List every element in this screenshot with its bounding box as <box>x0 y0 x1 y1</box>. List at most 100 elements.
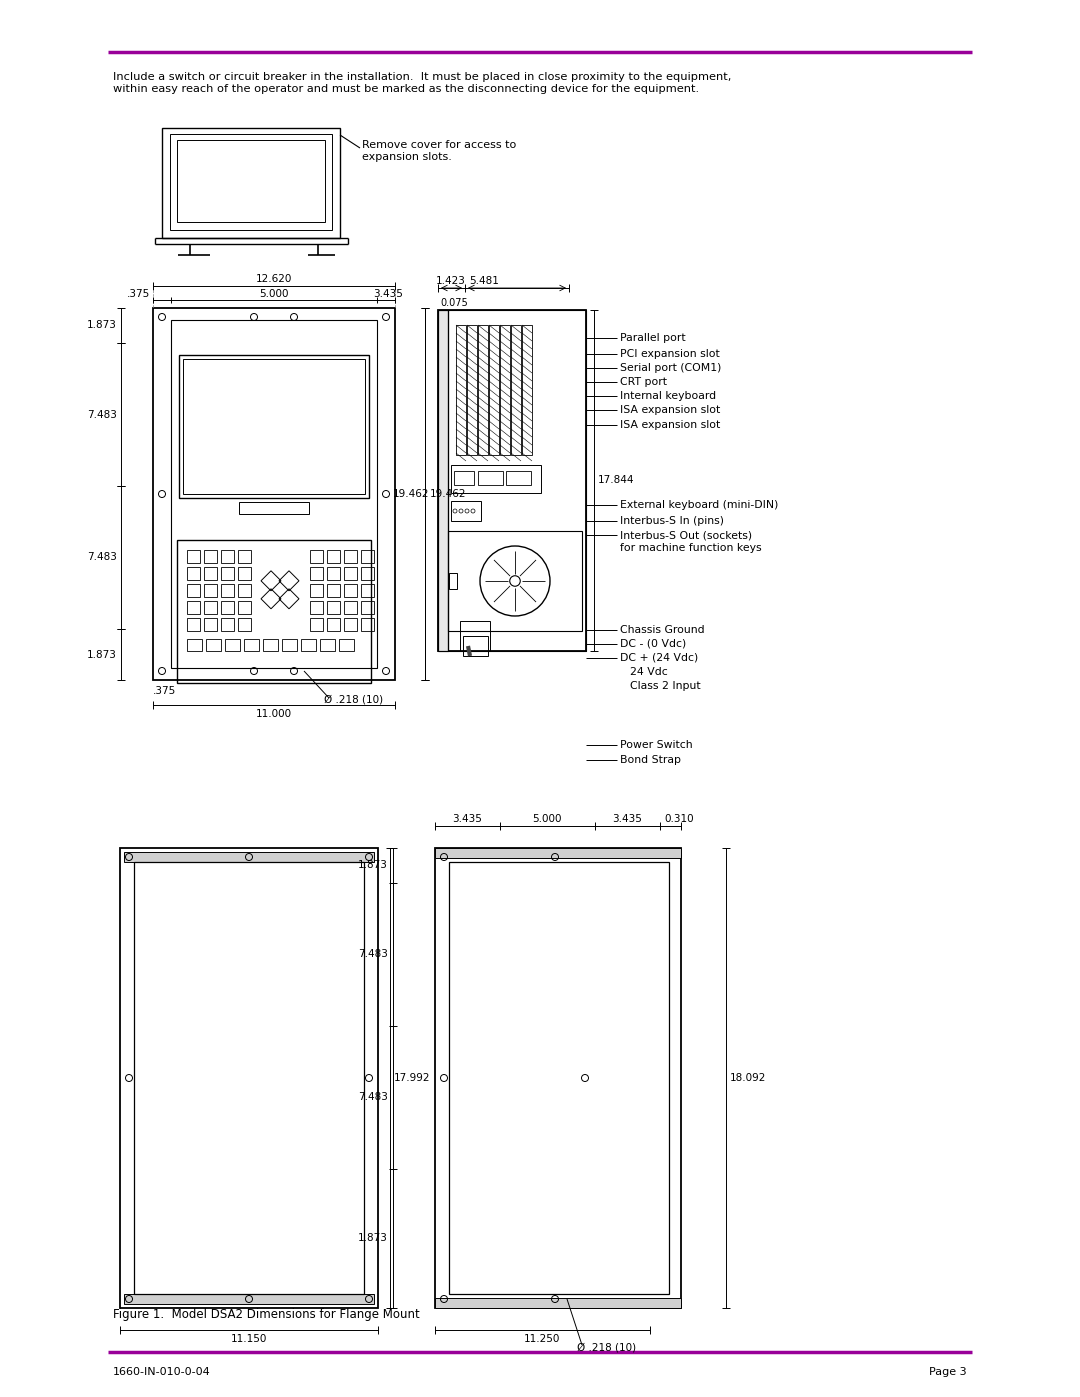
Bar <box>467 326 477 455</box>
Bar <box>448 310 586 651</box>
Bar <box>162 129 340 237</box>
Text: 5.000: 5.000 <box>259 289 288 299</box>
Bar <box>438 310 448 651</box>
Bar <box>435 848 681 858</box>
Text: for machine function keys: for machine function keys <box>620 543 761 553</box>
Bar <box>320 638 335 651</box>
Bar <box>204 567 217 580</box>
Bar <box>451 465 541 493</box>
Bar <box>361 617 374 631</box>
Bar <box>187 567 200 580</box>
Bar <box>238 617 251 631</box>
Bar <box>345 550 357 563</box>
Bar <box>183 359 365 495</box>
Text: Remove cover for access to
expansion slots.: Remove cover for access to expansion slo… <box>362 140 516 162</box>
Bar <box>264 638 278 651</box>
Text: CRT port: CRT port <box>620 377 667 387</box>
Bar <box>124 852 374 862</box>
Text: Interbus-S Out (sockets): Interbus-S Out (sockets) <box>620 529 752 541</box>
Text: External keyboard (mini-DIN): External keyboard (mini-DIN) <box>620 500 779 510</box>
Bar <box>204 550 217 563</box>
Text: ISA expansion slot: ISA expansion slot <box>620 420 720 430</box>
Text: 12.620: 12.620 <box>256 274 293 284</box>
Bar <box>221 601 234 613</box>
Bar <box>511 326 521 455</box>
Bar <box>448 531 582 631</box>
Bar <box>244 638 259 651</box>
Text: 5.481: 5.481 <box>469 277 499 286</box>
Bar <box>449 862 669 1294</box>
Bar <box>310 617 323 631</box>
Text: 24 Vdc: 24 Vdc <box>630 666 667 678</box>
Bar <box>489 326 499 455</box>
Text: 11.000: 11.000 <box>256 710 292 719</box>
Bar <box>171 320 377 668</box>
Bar <box>221 550 234 563</box>
Bar <box>361 584 374 597</box>
Text: ISA expansion slot: ISA expansion slot <box>620 405 720 415</box>
Text: Page 3: Page 3 <box>930 1368 967 1377</box>
Bar <box>204 584 217 597</box>
Text: Power Switch: Power Switch <box>620 740 692 750</box>
Bar <box>187 584 200 597</box>
Bar <box>179 355 369 497</box>
Bar <box>339 638 354 651</box>
Bar <box>438 310 448 651</box>
Text: DC + (24 Vdc): DC + (24 Vdc) <box>620 652 699 664</box>
Text: 1660-IN-010-0-04: 1660-IN-010-0-04 <box>113 1368 211 1377</box>
Bar <box>500 326 510 455</box>
Bar <box>177 539 372 683</box>
Bar <box>206 638 221 651</box>
Text: 7.483: 7.483 <box>87 552 117 563</box>
Text: 17.844: 17.844 <box>598 475 635 485</box>
Text: .375: .375 <box>126 289 150 299</box>
Bar <box>170 134 332 231</box>
Bar <box>221 584 234 597</box>
Text: 19.462: 19.462 <box>430 489 467 499</box>
Bar <box>238 567 251 580</box>
Bar <box>327 601 340 613</box>
Text: 1.873: 1.873 <box>359 1234 388 1243</box>
Text: Serial port (COM1): Serial port (COM1) <box>620 363 721 373</box>
Bar <box>221 567 234 580</box>
Text: 1.873: 1.873 <box>359 861 388 870</box>
Bar <box>187 617 200 631</box>
Text: Internal keyboard: Internal keyboard <box>620 391 716 401</box>
Text: Ø .218 (10): Ø .218 (10) <box>577 1343 636 1352</box>
Text: 3.435: 3.435 <box>453 814 482 824</box>
Text: 7.483: 7.483 <box>359 949 388 958</box>
Text: 11.250: 11.250 <box>524 1334 561 1344</box>
Bar <box>456 326 465 455</box>
Bar <box>463 636 488 657</box>
Text: 7.483: 7.483 <box>87 409 117 419</box>
Text: Class 2 Input: Class 2 Input <box>630 680 701 692</box>
Bar <box>345 567 357 580</box>
Bar <box>438 310 586 651</box>
Text: 11.150: 11.150 <box>231 1334 267 1344</box>
Bar <box>177 140 325 222</box>
Bar <box>120 848 378 1308</box>
Text: DC - (0 Vdc): DC - (0 Vdc) <box>620 638 686 650</box>
Bar <box>238 550 251 563</box>
Text: 3.435: 3.435 <box>612 814 642 824</box>
Bar <box>451 502 481 521</box>
Text: Bond Strap: Bond Strap <box>620 754 681 766</box>
Bar <box>345 601 357 613</box>
Bar <box>361 601 374 613</box>
Text: 18.092: 18.092 <box>730 1073 767 1083</box>
Bar <box>301 638 316 651</box>
Bar <box>310 550 323 563</box>
Bar <box>327 584 340 597</box>
Bar <box>238 601 251 613</box>
Text: 17.992: 17.992 <box>394 1073 431 1083</box>
Bar <box>345 617 357 631</box>
Bar <box>153 307 395 680</box>
Bar <box>310 584 323 597</box>
Bar <box>478 326 488 455</box>
Text: PCI expansion slot: PCI expansion slot <box>620 349 719 359</box>
Bar <box>361 567 374 580</box>
Bar <box>124 1294 374 1303</box>
Text: 0.075: 0.075 <box>440 298 468 307</box>
Text: Parallel port: Parallel port <box>620 332 686 344</box>
Bar <box>522 326 532 455</box>
